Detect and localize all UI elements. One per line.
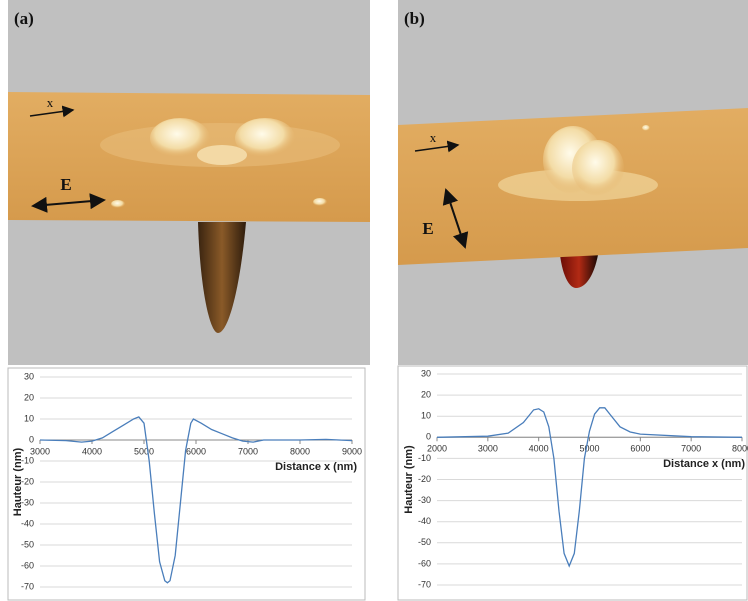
y-tick-label: 0 <box>426 432 431 442</box>
y-tick-label: 20 <box>24 392 34 402</box>
y-tick-label: -20 <box>21 476 34 486</box>
afm-image-b <box>398 0 748 365</box>
y-tick-label: -10 <box>21 455 34 465</box>
field-label: E <box>60 175 71 194</box>
y-tick-label: -10 <box>418 453 431 463</box>
direction-label: x <box>47 95 54 110</box>
y-tick-label: 0 <box>29 434 34 444</box>
x-tick-label: 7000 <box>681 444 701 454</box>
y-tick-label: -70 <box>21 581 34 591</box>
y-tick-label: -20 <box>418 474 431 484</box>
field-label: E <box>422 219 433 238</box>
x-tick-label: 5000 <box>579 444 599 454</box>
data-line <box>436 407 743 568</box>
y-tick-label: -60 <box>418 558 431 568</box>
y-tick-label: -70 <box>418 579 431 589</box>
y-tick-label: -60 <box>21 560 34 570</box>
y-axis-label: Hauteur (nm) <box>12 447 24 516</box>
x-tick-label: 9000 <box>342 446 362 456</box>
x-axis-label: Distance x (nm) <box>663 458 745 470</box>
x-tick-label: 2000 <box>427 444 447 454</box>
y-tick-label: -40 <box>21 518 34 528</box>
y-tick-label: 10 <box>421 411 431 421</box>
x-tick-label: 8000 <box>290 446 310 456</box>
y-tick-label: -40 <box>418 516 431 526</box>
x-tick-label: 6000 <box>630 444 650 454</box>
y-tick-label: -50 <box>418 537 431 547</box>
direction-label: x <box>430 130 437 145</box>
panel-label: (a) <box>14 9 34 28</box>
panel-label: (b) <box>404 9 425 28</box>
data-line <box>39 416 353 584</box>
chart-frame <box>397 365 748 601</box>
afm-image-a <box>8 0 370 365</box>
y-tick-label: -30 <box>418 495 431 505</box>
y-tick-label: -30 <box>21 497 34 507</box>
y-tick-label: 10 <box>24 413 34 423</box>
x-tick-label: 5000 <box>134 446 154 456</box>
x-axis-label: Distance x (nm) <box>275 461 357 473</box>
x-tick-label: 3000 <box>30 446 50 456</box>
x-tick-label: 7000 <box>238 446 258 456</box>
y-tick-label: 30 <box>421 368 431 378</box>
x-tick-label: 4000 <box>82 446 102 456</box>
x-tick-label: 8000 <box>732 444 748 454</box>
x-tick-label: 6000 <box>186 446 206 456</box>
chart-frame <box>7 367 366 601</box>
y-tick-label: 30 <box>24 371 34 381</box>
x-tick-label: 3000 <box>478 444 498 454</box>
y-tick-label: -50 <box>21 539 34 549</box>
x-tick-label: 4000 <box>529 444 549 454</box>
y-tick-label: 20 <box>421 389 431 399</box>
y-axis-label: Hauteur (nm) <box>403 445 415 514</box>
